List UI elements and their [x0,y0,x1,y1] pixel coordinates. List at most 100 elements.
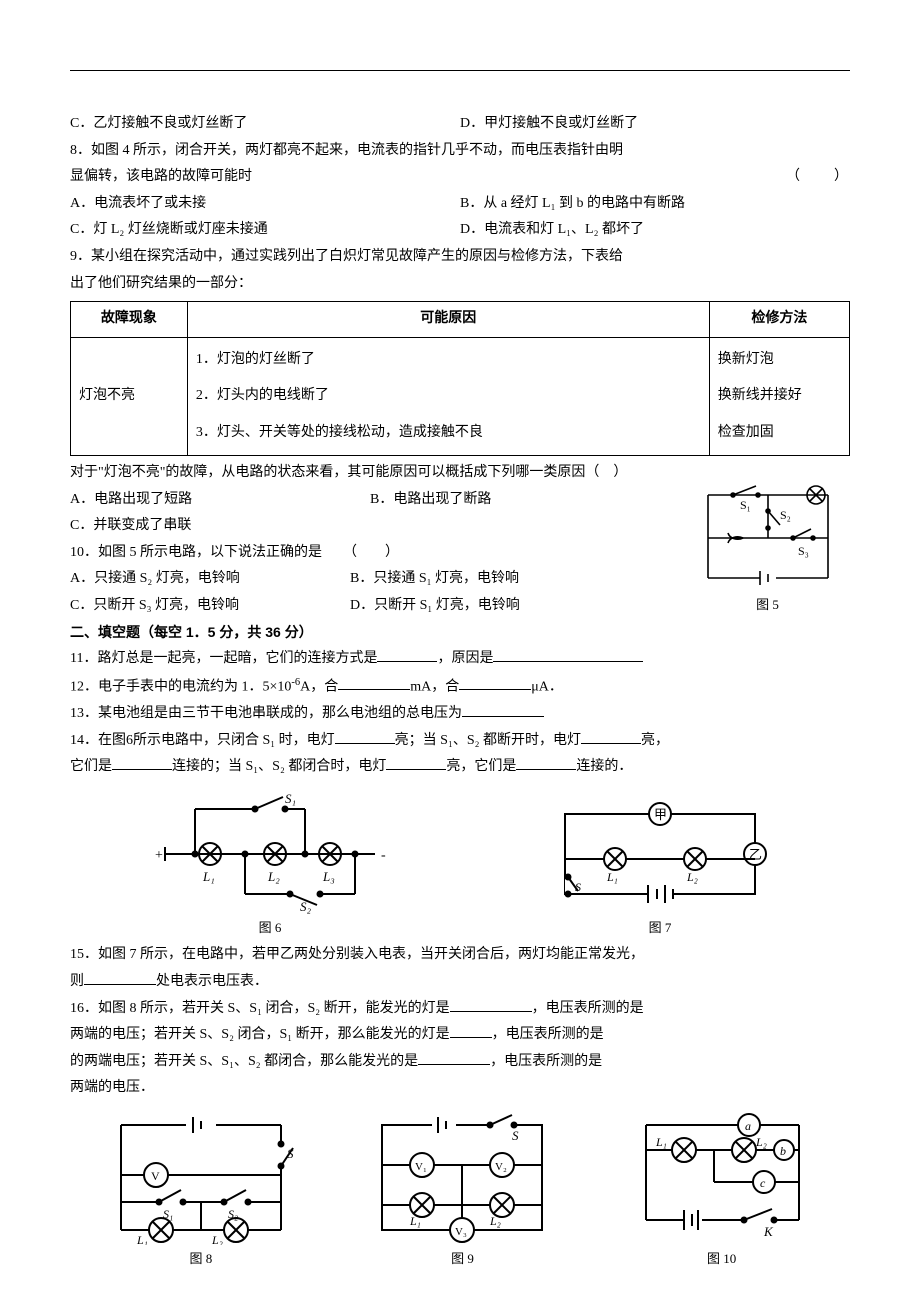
fig8-s2: S₂ [228,1207,238,1221]
section-2-heading: 二、填空题（每空 1．5 分，共 36 分） [70,619,850,646]
q16-l3b: ，电压表所测的是 [490,1054,602,1069]
q10-options-row2: C．只断开 S₃ 灯亮，电铃响 D．只断开 S₁ 灯亮，电铃响 [70,593,630,620]
q11-mid: ，原因是 [437,651,493,666]
td-phenomenon: 灯泡不亮 [71,337,188,455]
svg-text:-: - [381,848,386,863]
q14-l1c: 亮， [641,733,669,748]
fig5-s1-label: S₁ [740,498,751,512]
fig7-caption: 图 7 [649,920,672,935]
fix-3: 检查加固 [718,425,774,440]
fig8-v: V [151,1169,160,1183]
q9-q10-block: S₁ S₂ S₃ 图 5 A．电路出现了短路 B．电路出现了断路 C．并联变成了… [70,487,850,620]
q8-stem-1: 8．如图 4 所示，闭合开关，两灯都亮不起来，电流表的指针几乎不动，而电压表指针… [70,138,850,165]
fig9-l2: L₂ [489,1214,501,1228]
q8-stem-2-text: 显偏转，该电路的故障可能时 [70,169,252,184]
q8-opt-c: C．灯 L₂ 灯丝烧断或灯座未接通 [70,217,460,244]
q9-table: 故障现象 可能原因 检修方法 灯泡不亮 1．灯泡的灯丝断了 2．灯头内的电线断了… [70,301,850,456]
fig9-v3: V₃ [455,1226,467,1238]
fig6-l2: L₂ [267,869,280,884]
fig10-c: c [760,1176,766,1190]
q12: 12．电子手表中的电流约为 1．5×10-6A，合mA，合μA． [70,673,850,701]
q11-blank-2 [493,647,643,662]
q9-opt-b: B．电路出现了断路 [370,487,670,514]
td-reason: 1．灯泡的灯丝断了 2．灯头内的电线断了 3．灯头、开关等处的接线松动，造成接触… [187,337,709,455]
fig5-s3-label: S₃ [798,544,809,558]
fig-row-8-9-10: V S S₁ S₂ L₁ L₂ 图 8 [70,1110,850,1272]
q14-l2d: 连接的． [576,759,632,774]
q8-stem-2: 显偏转，该电路的故障可能时 （ ） [70,164,850,191]
q14-l2b: 连接的；当 S₁、S₂ 都闭合时，电灯 [172,759,386,774]
fix-2: 换新线并接好 [718,388,802,403]
q15-blank [84,970,156,985]
q16-l2b: ，电压表所测的是 [492,1027,604,1042]
fig8-svg: V S S₁ S₂ L₁ L₂ [101,1110,301,1245]
fig8-s1: S₁ [163,1207,173,1221]
td-fix: 换新灯泡 换新线并接好 检查加固 [709,337,849,455]
fig9-caption: 图 9 [451,1251,474,1266]
th-fix: 检修方法 [709,302,849,338]
figure-5: S₁ S₂ S₃ 图 5 [685,483,850,618]
q12-blank-1 [338,675,410,690]
q9-stem-1: 9．某小组在探究活动中，通过实践列出了白炽灯常见故障产生的原因与检修方法，下表给 [70,244,850,271]
figure-7: 甲 乙 L₁ L₂ S 图 7 [545,799,775,941]
fig7-yi: 乙 [749,847,762,862]
q14-l1a: 14．在图6所示电路中，只闭合 S₁ 时，电灯 [70,733,335,748]
fig7-svg: 甲 乙 L₁ L₂ S [545,799,775,914]
fig8-s: S [287,1146,294,1161]
q10-opt-d: D．只断开 S₁ 灯亮，电铃响 [350,593,630,620]
th-reason: 可能原因 [187,302,709,338]
q10-opt-c: C．只断开 S₃ 灯亮，电铃响 [70,593,350,620]
q15-l1: 15．如图 7 所示，在电路中，若甲乙两处分别装入电表，当开关闭合后，两灯均能正… [70,942,850,969]
q12-blank-2 [459,675,531,690]
th-phenomenon: 故障现象 [71,302,188,338]
reason-3: 3．灯头、开关等处的接线松动，造成接触不良 [196,425,483,440]
fig9-svg: V₁ V₂ V₃ S L₁ L₂ [362,1110,562,1245]
q9-options-row1: A．电路出现了短路 B．电路出现了断路 [70,487,670,514]
q16-blank-2 [450,1023,492,1038]
q16-blank-1 [450,997,532,1012]
q8-options-row1: A．电流表坏了或未接 B．从 a 经灯 L₁ 到 b 的电路中有断路 [70,191,850,218]
fig10-l1: L₁ [655,1135,667,1149]
fig6-l1: L₁ [202,869,215,884]
fig6-s2: S₂ [300,899,312,914]
fig8-caption: 图 8 [189,1251,212,1266]
q15-l2b: 处电表示电压表． [156,974,268,989]
q10-opt-a: A．只接通 S₂ 灯亮，电铃响 [70,566,350,593]
fig6-svg: + - [145,789,395,914]
q14-blank-2 [581,729,641,744]
q8-opt-b: B．从 a 经灯 L₁ 到 b 的电路中有断路 [460,191,850,218]
q10-options-row1: A．只接通 S₂ 灯亮，电铃响 B．只接通 S₁ 灯亮，电铃响 [70,566,630,593]
fig10-b: b [780,1144,786,1158]
q12-aft: A，合 [300,679,338,694]
q9-opt-a: A．电路出现了短路 [70,487,370,514]
q11: 11．路灯总是一起亮，一起暗，它们的连接方式是，原因是 [70,646,850,673]
fig10-svg: a b c L₁ L₂ K [624,1110,819,1245]
q12-exp: -6 [291,677,300,688]
q13: 13．某电池组是由三节干电池串联成的，那么电池组的总电压为 [70,701,850,728]
q13-blank [462,702,544,717]
q14-blank-4 [386,755,446,770]
q8-paren: （ ） [786,164,850,191]
fig8-l2: L₂ [211,1233,223,1245]
q7-options: C．乙灯接触不良或灯丝断了 D．甲灯接触不良或灯丝断了 [70,111,850,138]
q9-stem-2: 出了他们研究结果的一部分： [70,271,850,298]
fig7-l2: L₂ [686,870,698,884]
q16-l4: 两端的电压． [70,1075,850,1102]
q10-opt-b: B．只接通 S₁ 灯亮，电铃响 [350,566,630,593]
q12-u2: μA． [531,679,563,694]
q16-l1b: ，电压表所测的是 [532,1001,644,1016]
fig10-a: a [745,1119,751,1133]
fig6-s1: S₁ [285,791,296,806]
q8-opt-d: D．电流表和灯 L₁、L₂ 都坏了 [460,217,850,244]
fig10-k: K [763,1224,774,1239]
fix-1: 换新灯泡 [718,352,774,367]
q14-blank-5 [516,755,576,770]
q8-opt-a: A．电流表坏了或未接 [70,191,460,218]
figure-10: a b c L₁ L₂ K 图 10 [624,1110,819,1272]
q8-options-row2: C．灯 L₂ 灯丝烧断或灯座未接通 D．电流表和灯 L₁、L₂ 都坏了 [70,217,850,244]
fig6-caption: 图 6 [259,920,282,935]
fig5-svg: S₁ S₂ S₃ [688,483,848,593]
table-row: 灯泡不亮 1．灯泡的灯丝断了 2．灯头内的电线断了 3．灯头、开关等处的接线松动… [71,337,850,455]
q16-l3: 的两端电压；若开关 S、S₁、S₂ 都闭合，那么能发光的是，电压表所测的是 [70,1049,850,1076]
q7-opt-d: D．甲灯接触不良或灯丝断了 [460,111,850,138]
